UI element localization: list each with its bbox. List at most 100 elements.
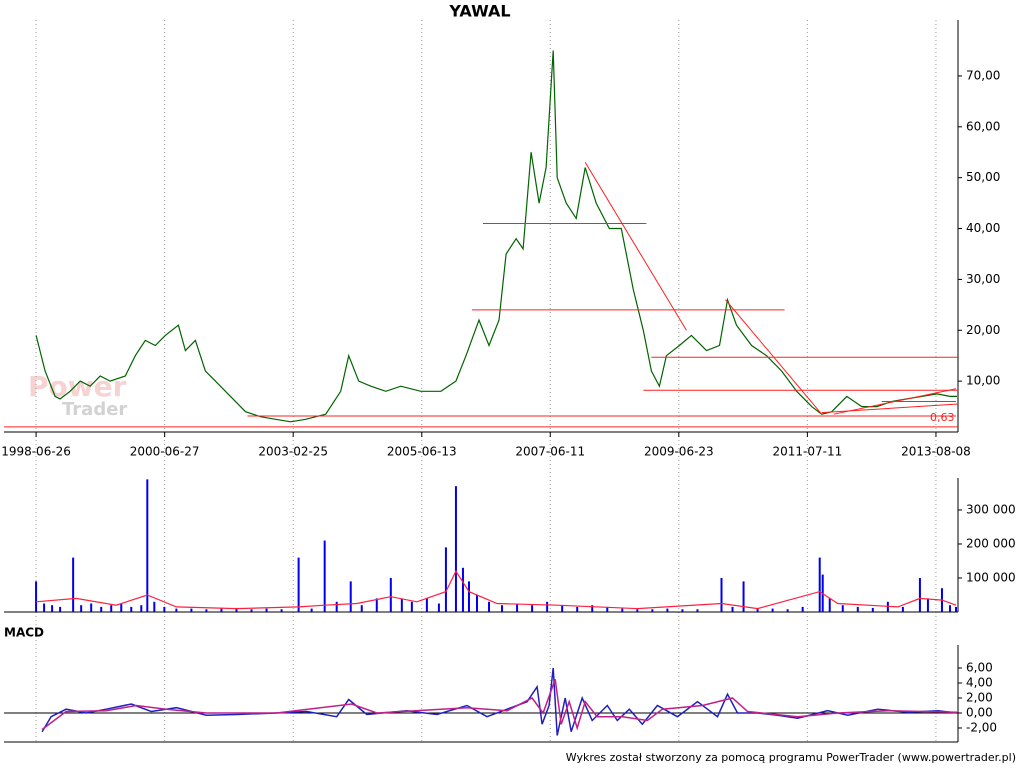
volume-bar bbox=[771, 608, 774, 612]
volume-bar bbox=[444, 547, 447, 612]
volume-bar bbox=[43, 603, 46, 612]
volume-bar bbox=[720, 577, 723, 612]
x-tick-label: 1998-06-26 bbox=[1, 445, 71, 459]
volume-bar bbox=[786, 609, 789, 612]
volume-bar bbox=[140, 605, 143, 612]
volume-bar bbox=[389, 577, 392, 612]
pane-title: MACD bbox=[4, 626, 44, 640]
volume-bar bbox=[731, 606, 734, 612]
volume-bar bbox=[801, 606, 804, 612]
volume-bar bbox=[335, 601, 338, 612]
volume-bar bbox=[410, 601, 413, 612]
volume-bar bbox=[51, 605, 54, 612]
volume-bar bbox=[375, 598, 378, 612]
y-tick-label: -2,00 bbox=[966, 720, 997, 734]
volume-bar bbox=[454, 486, 457, 612]
series-line bbox=[41, 667, 958, 736]
watermark: Trader bbox=[62, 399, 127, 420]
y-tick-label: 4,00 bbox=[966, 676, 993, 690]
price-line bbox=[35, 50, 957, 423]
volume-bar bbox=[265, 608, 268, 612]
volume-bar bbox=[425, 598, 428, 612]
annotation: 0,63 bbox=[930, 411, 955, 424]
y-tick-label: 0,00 bbox=[966, 705, 993, 719]
y-tick-label: 6,00 bbox=[966, 661, 993, 675]
volume-bar bbox=[80, 605, 83, 612]
volume-bar bbox=[205, 609, 208, 612]
x-tick-label: 2003-02-25 bbox=[258, 445, 328, 459]
y-tick-label: 50,00 bbox=[966, 170, 1000, 184]
volume-bar bbox=[437, 603, 440, 612]
volume-bar bbox=[190, 608, 193, 612]
y-tick-label: 30,00 bbox=[966, 272, 1000, 286]
y-tick-label: 10,00 bbox=[966, 374, 1000, 388]
volume-bar bbox=[501, 605, 504, 612]
x-tick-label: 2005-06-13 bbox=[387, 445, 457, 459]
volume-bar bbox=[72, 557, 75, 612]
volume-bar bbox=[696, 609, 699, 612]
volume-bar bbox=[901, 606, 904, 612]
footer: Wykres został stworzony za pomocą progra… bbox=[566, 751, 1016, 764]
series-line bbox=[41, 679, 958, 731]
y-tick-label: 60,00 bbox=[966, 119, 1000, 133]
volume-bar bbox=[90, 603, 93, 612]
volume-bar bbox=[531, 605, 534, 612]
volume-bar bbox=[681, 609, 684, 612]
volume-bar bbox=[297, 557, 300, 612]
trend-line bbox=[725, 299, 823, 415]
volume-bar bbox=[35, 581, 38, 612]
volume-bar bbox=[461, 567, 464, 612]
trend-line bbox=[821, 403, 959, 414]
volume-bar bbox=[235, 607, 238, 612]
y-tick-label: 300 000 bbox=[966, 502, 1016, 516]
volume-bar bbox=[475, 594, 478, 612]
volume-bar bbox=[153, 601, 156, 612]
volume-bar bbox=[516, 603, 519, 612]
volume-bar bbox=[926, 598, 929, 612]
trend-line bbox=[584, 162, 687, 331]
x-tick-label: 2009-06-23 bbox=[644, 445, 714, 459]
volume-bar bbox=[636, 609, 639, 612]
volume-bar bbox=[871, 607, 874, 612]
volume-bar bbox=[666, 608, 669, 612]
volume-bar bbox=[110, 605, 113, 612]
x-tick-label: 2000-06-27 bbox=[130, 445, 200, 459]
volume-bar bbox=[250, 609, 253, 612]
y-tick-label: 40,00 bbox=[966, 221, 1000, 235]
volume-bar bbox=[59, 606, 62, 612]
volume-bar bbox=[175, 608, 178, 612]
y-tick-label: 2,00 bbox=[966, 690, 993, 704]
volume-bar bbox=[841, 605, 844, 612]
watermark: Power bbox=[28, 370, 127, 403]
volume-bar bbox=[621, 608, 624, 612]
volume-bar bbox=[310, 608, 313, 612]
volume-bar bbox=[280, 609, 283, 612]
volume-bar bbox=[360, 605, 363, 612]
chart-title: YAWAL bbox=[448, 2, 510, 21]
y-tick-label: 100 000 bbox=[966, 570, 1016, 584]
volume-bar bbox=[576, 606, 579, 612]
volume-bar bbox=[130, 606, 133, 612]
volume-bar bbox=[120, 603, 123, 612]
volume-bar bbox=[467, 581, 470, 612]
volume-bar bbox=[546, 601, 549, 612]
volume-bar bbox=[651, 609, 654, 612]
volume-bar bbox=[349, 581, 352, 612]
average-line bbox=[36, 569, 957, 610]
volume-bar bbox=[918, 577, 921, 612]
x-tick-label: 2011-07-11 bbox=[773, 445, 843, 459]
volume-bar bbox=[606, 606, 609, 612]
volume-bar bbox=[756, 607, 759, 612]
volume-bar bbox=[948, 605, 951, 612]
volume-bar bbox=[954, 606, 957, 612]
volume-bar bbox=[146, 479, 149, 612]
x-tick-label: 2007-06-11 bbox=[515, 445, 585, 459]
volume-bar bbox=[220, 608, 223, 612]
x-tick-label: 2013-08-08 bbox=[901, 445, 971, 459]
volume-bar bbox=[591, 605, 594, 612]
volume-bar bbox=[488, 601, 491, 612]
volume-bar bbox=[856, 606, 859, 612]
volume-bar bbox=[400, 598, 403, 612]
volume-bar bbox=[100, 606, 103, 612]
